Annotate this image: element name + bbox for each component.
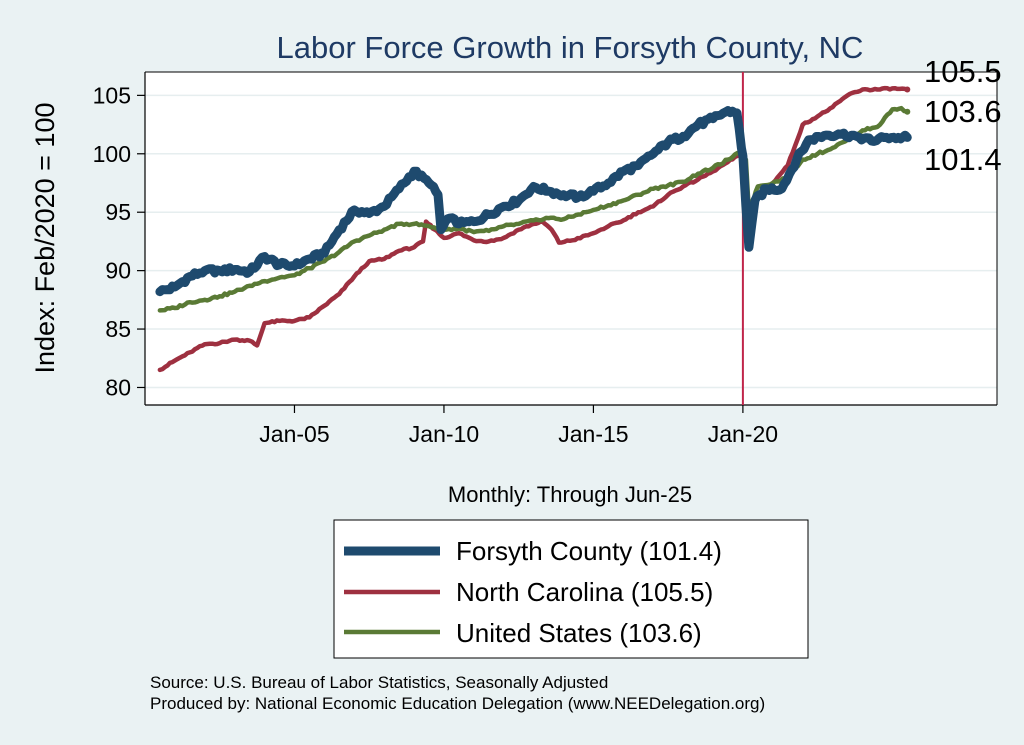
y-tick-label-100: 100 xyxy=(93,141,131,167)
series-end-marker-forsyth-county xyxy=(903,133,912,142)
legend-box xyxy=(333,519,809,659)
series-end-marker-north-carolina xyxy=(904,86,911,93)
legend-label-united-states: United States (103.6) xyxy=(456,618,702,648)
chart-title: Labor Force Growth in Forsyth County, NC xyxy=(277,30,864,65)
y-tick-label-90: 90 xyxy=(105,258,131,284)
series-line-north-carolina xyxy=(157,85,910,373)
y-axis-label: Index: Feb/2020 = 100 xyxy=(30,103,60,374)
x-tick-label-Jan-20: Jan-20 xyxy=(708,421,778,447)
x-tick-label-Jan-05: Jan-05 xyxy=(259,421,329,447)
end-value-labels: 105.5 103.6 101.4 xyxy=(924,54,1002,177)
gridlines xyxy=(145,94,997,389)
series-end-marker-united-states xyxy=(904,108,911,115)
y-tick-label-105: 105 xyxy=(93,82,131,108)
source-line: Source: U.S. Bureau of Labor Statistics,… xyxy=(150,673,608,692)
y-tick-label-80: 80 xyxy=(105,374,131,400)
series-lines xyxy=(155,72,912,405)
end-label-united-states: 103.6 xyxy=(924,94,1002,129)
legend: Forsyth County (101.4) North Carolina (1… xyxy=(333,519,809,659)
y-tick-label-85: 85 xyxy=(105,316,131,342)
x-axis-ticks: Jan-05 Jan-10 Jan-15 Jan-20 xyxy=(259,405,778,447)
y-axis-ticks: 80 85 90 95 100 105 xyxy=(93,82,145,400)
legend-label-north-carolina: North Carolina (105.5) xyxy=(456,577,713,607)
x-tick-label-Jan-10: Jan-10 xyxy=(409,421,479,447)
series-line-forsyth-county xyxy=(155,106,912,297)
y-tick-label-95: 95 xyxy=(105,199,131,225)
x-axis-label: Monthly: Through Jun-25 xyxy=(448,482,692,507)
end-label-north-carolina: 105.5 xyxy=(924,54,1002,89)
legend-label-forsyth: Forsyth County (101.4) xyxy=(456,536,722,566)
end-label-forsyth-county: 101.4 xyxy=(924,142,1002,177)
producer-line: Produced by: National Economic Education… xyxy=(150,694,765,713)
x-tick-label-Jan-15: Jan-15 xyxy=(558,421,628,447)
